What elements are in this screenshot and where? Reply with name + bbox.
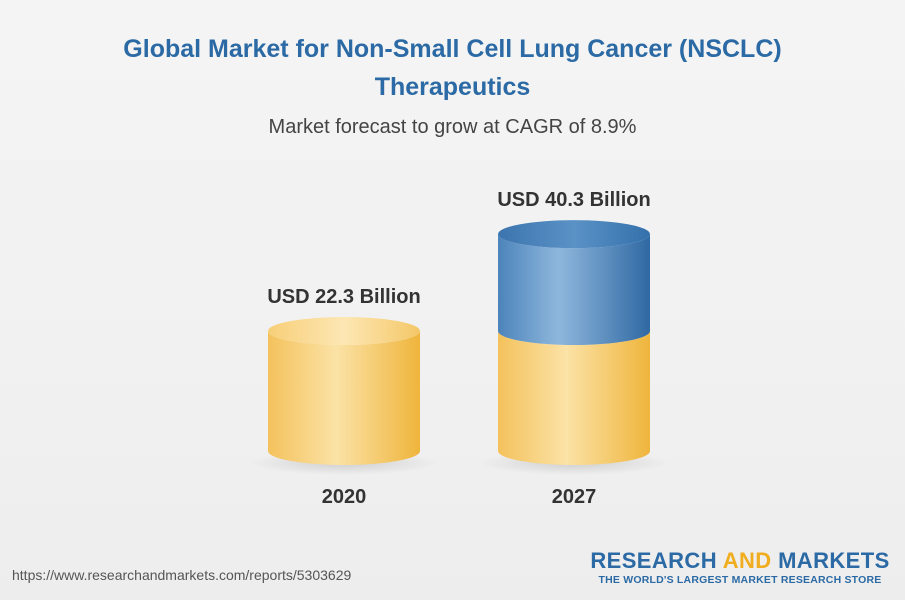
chart-title-line-2: Therapeutics — [374, 73, 531, 101]
chart-title-line-1: Global Market for Non-Small Cell Lung Ca… — [123, 35, 782, 63]
bar-2027 — [498, 220, 650, 465]
bar-2020-top — [268, 317, 420, 345]
brand-tagline: THE WORLD'S LARGEST MARKET RESEARCH STOR… — [598, 574, 882, 586]
brand-name: RESEARCH AND MARKETS — [589, 548, 891, 574]
category-label-2027: 2027 — [552, 486, 597, 508]
chart-title: Global Market for Non-Small Cell Lung Ca… — [0, 30, 905, 106]
bar-2027-base-segment — [498, 331, 650, 465]
bar-2020-body — [268, 331, 420, 465]
brand-name-part-3: MARKETS — [771, 548, 890, 573]
category-label-2020: 2020 — [322, 486, 367, 508]
source-url: https://www.researchandmarkets.com/repor… — [12, 567, 352, 583]
bar-2020 — [268, 317, 420, 465]
brand-logo: RESEARCH AND MARKETS THE WORLD'S LARGEST… — [589, 548, 891, 586]
bar-2027-growth-segment — [498, 234, 650, 345]
chart-subtitle: Market forecast to grow at CAGR of 8.9% — [268, 116, 637, 138]
brand-name-part-1: RESEARCH — [590, 548, 723, 573]
bar-2027-top — [498, 220, 650, 249]
value-label-2020: USD 22.3 Billion — [267, 286, 420, 308]
value-label-2027: USD 40.3 Billion — [497, 189, 650, 211]
brand-name-part-2: AND — [722, 548, 772, 573]
